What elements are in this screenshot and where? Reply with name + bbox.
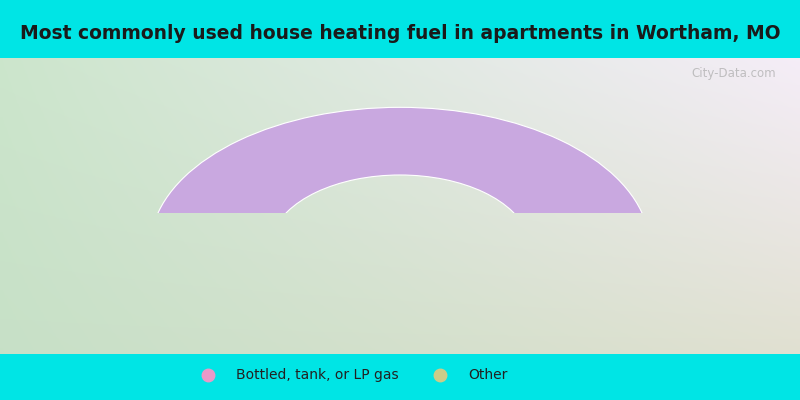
Text: Other: Other [468, 368, 507, 382]
Text: Most commonly used house heating fuel in apartments in Wortham, MO: Most commonly used house heating fuel in… [20, 24, 780, 43]
Wedge shape [150, 107, 650, 389]
Text: Bottled, tank, or LP gas: Bottled, tank, or LP gas [236, 368, 398, 382]
Wedge shape [484, 261, 646, 356]
Text: City-Data.com: City-Data.com [691, 67, 776, 80]
